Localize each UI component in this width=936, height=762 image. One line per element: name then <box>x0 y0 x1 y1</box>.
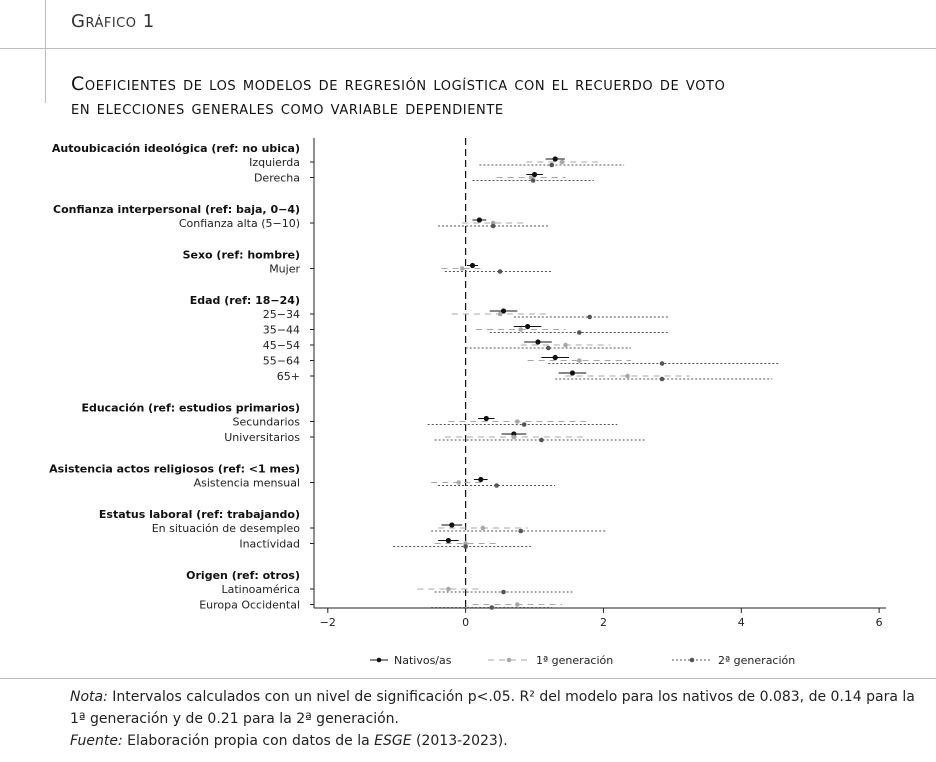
group-header: Sexo (ref: hombre) <box>183 249 300 262</box>
point-nativos <box>552 354 558 361</box>
group-header: Origen (ref: otros) <box>186 569 300 582</box>
row-label: En situación de desempleo <box>152 522 301 535</box>
point-gen1 <box>515 419 520 424</box>
point-nativos <box>500 308 507 314</box>
group-header: Confianza interpersonal (ref: baja, 0−4) <box>53 203 300 216</box>
source-text: Elaboración propia con datos de la <box>122 733 375 749</box>
legend-label-gen2: 2ª generación <box>718 654 795 667</box>
group-header: Autoubicación ideológica (ref: no ubica) <box>52 142 300 155</box>
point-nativos <box>445 537 451 544</box>
point-nativos <box>483 415 489 422</box>
point-gen2 <box>494 483 499 488</box>
legend-label-nativos: Nativos/as <box>394 654 452 667</box>
legend-point-gen1 <box>506 657 512 663</box>
row-label: 35−44 <box>263 324 300 337</box>
point-gen1 <box>497 311 503 317</box>
row-label: 25−34 <box>263 308 300 321</box>
point-gen2 <box>497 269 503 274</box>
point-gen1 <box>459 266 465 271</box>
point-gen2 <box>501 589 506 595</box>
point-gen1 <box>559 159 565 165</box>
notes-rule <box>0 678 936 679</box>
point-nativos <box>531 171 538 178</box>
point-gen2 <box>546 345 551 351</box>
point-nativos <box>478 476 484 483</box>
x-tick-label: −2 <box>320 616 336 629</box>
figure-title-line-2: en elecciones generales como variable de… <box>71 97 504 119</box>
figure-label: Gráfico 1 <box>71 11 155 32</box>
row-label: Mujer <box>269 263 300 276</box>
point-gen2 <box>489 605 495 610</box>
figure-title-line-1: Coeficientes de los modelos de regresión… <box>71 73 726 95</box>
row-label: Asistencia mensual <box>194 477 300 490</box>
x-tick-label: 6 <box>876 616 883 629</box>
note-label: Nota: <box>70 689 108 705</box>
source-paragraph: Fuente: Elaboración propia con datos de … <box>70 730 920 752</box>
row-label: 45−54 <box>263 339 300 352</box>
row-label: Confianza alta (5−10) <box>179 217 300 230</box>
row-label: 55−64 <box>263 355 300 368</box>
group-header: Estatus laboral (ref: trabajando) <box>99 508 300 521</box>
point-nativos <box>535 339 541 345</box>
header-rule <box>0 48 936 49</box>
point-nativos <box>469 262 476 269</box>
group-header: Educación (ref: estudios primarios) <box>81 402 300 415</box>
point-gen2 <box>463 544 468 549</box>
x-tick-label: 2 <box>600 616 607 629</box>
point-gen2 <box>577 330 582 335</box>
point-gen1 <box>515 602 520 607</box>
legend-point-nativos <box>376 657 382 663</box>
source-years: (2013-2023). <box>411 733 508 749</box>
point-gen1 <box>456 480 462 485</box>
source-label: Fuente: <box>70 733 123 749</box>
point-gen1 <box>625 373 630 379</box>
row-label: 65+ <box>277 370 300 383</box>
figure-title: Coeficientes de los modelos de regresión… <box>71 72 921 120</box>
point-gen1 <box>577 358 582 363</box>
legend-point-gen2 <box>689 657 695 663</box>
point-gen2 <box>539 437 544 443</box>
source-dataset: ESGE <box>374 733 412 749</box>
legend-label-gen1: 1ª generación <box>536 654 613 667</box>
left-rule <box>45 0 46 103</box>
note-paragraph: Nota: Intervalos calculados con un nivel… <box>70 686 920 730</box>
coefficient-chart: −2 0 2 4 6 Autoubicación ideológica (ref: no … <box>49 138 886 667</box>
row-label: Latinoamérica <box>221 583 300 596</box>
row-label: Universitarios <box>224 431 300 444</box>
group-header: Asistencia actos religiosos (ref: <1 mes… <box>49 463 300 476</box>
point-gen2 <box>659 361 665 366</box>
row-label: Derecha <box>254 172 300 185</box>
point-gen2 <box>587 314 592 320</box>
row-label: Europa Occidental <box>199 599 300 612</box>
point-nativos <box>552 156 558 162</box>
point-nativos <box>476 217 482 223</box>
point-gen1 <box>511 434 517 440</box>
point-gen2 <box>518 528 524 534</box>
point-gen2 <box>659 376 665 382</box>
point-gen1 <box>446 586 451 592</box>
row-label: Inactividad <box>239 538 300 551</box>
point-gen2 <box>521 422 527 427</box>
row-label: Izquierda <box>249 156 300 169</box>
point-gen2 <box>490 223 496 229</box>
row-label: Secundarios <box>232 416 300 429</box>
point-gen1 <box>563 342 568 348</box>
x-tick-label: 4 <box>738 616 745 629</box>
point-gen2 <box>530 178 536 183</box>
group-header: Edad (ref: 18−24) <box>190 294 300 307</box>
point-gen1 <box>518 327 524 332</box>
figure-notes: Nota: Intervalos calculados con un nivel… <box>70 686 920 752</box>
point-gen1 <box>480 525 486 531</box>
x-tick-label: 0 <box>462 616 469 629</box>
point-gen2 <box>549 162 555 168</box>
point-nativos <box>525 323 531 330</box>
note-text: Intervalos calculados con un nivel de si… <box>70 689 915 727</box>
point-nativos <box>449 522 455 528</box>
point-nativos <box>569 370 576 376</box>
